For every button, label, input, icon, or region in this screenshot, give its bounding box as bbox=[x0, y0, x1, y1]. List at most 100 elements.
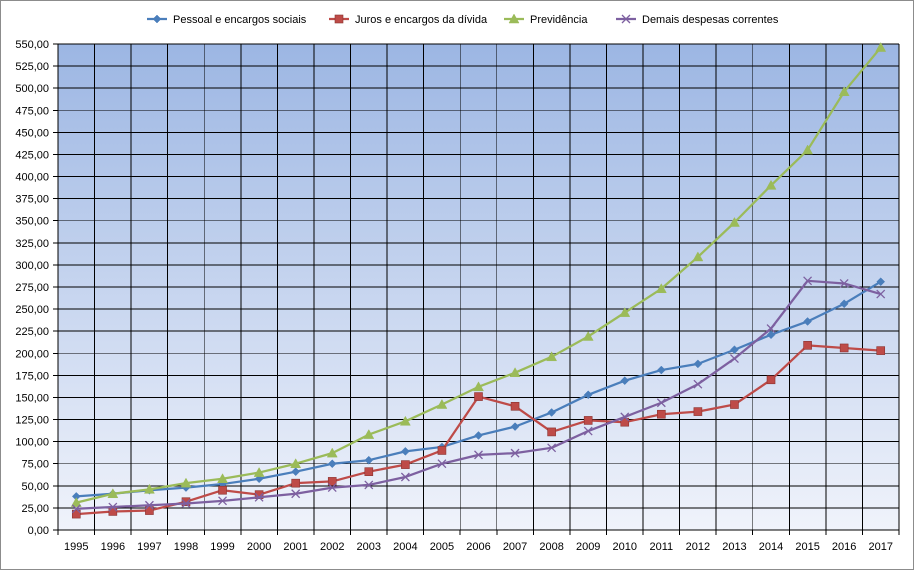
data-point bbox=[838, 86, 850, 96]
series-previdencia bbox=[70, 42, 887, 507]
legend-item-juros-e-encargos-da-divida: Juros e encargos da dívida bbox=[329, 14, 488, 26]
data-point bbox=[655, 283, 667, 294]
x-tick-label: 1995 bbox=[64, 541, 88, 553]
data-point bbox=[803, 276, 813, 286]
legend-label: Previdência bbox=[530, 14, 588, 26]
y-tick-label: 100,00 bbox=[15, 437, 49, 449]
legend-marker bbox=[508, 13, 520, 24]
series-layer bbox=[70, 42, 887, 519]
series-demais-despesas-correntes bbox=[71, 276, 886, 514]
data-point bbox=[143, 483, 155, 494]
x-tick-label: 2014 bbox=[759, 541, 783, 553]
data-point bbox=[254, 490, 264, 499]
y-tick-label: 50,00 bbox=[21, 481, 49, 493]
data-point bbox=[693, 407, 703, 416]
data-point bbox=[875, 42, 887, 52]
legend: Pessoal e encargos sociais Juros e encarg… bbox=[147, 13, 779, 26]
y-axis: 0,00 25,00 50,00 75,00 100,00 125,00 150,00 175… bbox=[15, 39, 59, 537]
data-point bbox=[108, 507, 118, 516]
data-point bbox=[363, 429, 375, 439]
x-tick-label: 2003 bbox=[357, 541, 381, 553]
data-point bbox=[364, 467, 374, 476]
x-tick-label: 2012 bbox=[686, 541, 710, 553]
y-tick-label: 275,00 bbox=[15, 282, 49, 294]
y-tick-label: 150,00 bbox=[15, 392, 49, 404]
x-tick-label: 2017 bbox=[868, 541, 892, 553]
data-point bbox=[217, 473, 228, 483]
data-point bbox=[656, 365, 666, 375]
data-point bbox=[510, 422, 520, 431]
data-point bbox=[729, 216, 740, 227]
data-point bbox=[180, 477, 192, 488]
x-tick-label: 2015 bbox=[795, 541, 819, 553]
y-tick-label: 375,00 bbox=[15, 194, 49, 206]
x-tick-label: 2005 bbox=[430, 541, 454, 553]
y-tick-label: 300,00 bbox=[15, 260, 49, 272]
x-tick-label: 2010 bbox=[613, 541, 637, 553]
data-point bbox=[620, 417, 630, 427]
legend-marker bbox=[621, 14, 631, 24]
data-point bbox=[327, 459, 337, 469]
y-tick-label: 425,00 bbox=[15, 149, 49, 161]
data-point bbox=[657, 409, 666, 419]
data-point bbox=[364, 455, 374, 465]
y-tick-label: 350,00 bbox=[15, 216, 49, 228]
x-tick-label: 1996 bbox=[101, 541, 125, 553]
data-point bbox=[802, 144, 814, 155]
data-point bbox=[547, 408, 556, 417]
y-tick-label: 400,00 bbox=[15, 172, 49, 184]
data-point bbox=[546, 351, 558, 362]
data-point bbox=[509, 367, 521, 377]
legend-label: Juros e encargos da dívida bbox=[355, 14, 488, 26]
data-point bbox=[583, 426, 593, 436]
x-tick-label: 2016 bbox=[832, 541, 856, 553]
data-point bbox=[839, 299, 849, 309]
data-point bbox=[730, 400, 739, 409]
data-point bbox=[181, 497, 191, 507]
legend-label: Demais despesas correntes bbox=[642, 14, 779, 26]
data-point bbox=[144, 500, 154, 510]
data-point bbox=[583, 390, 593, 400]
data-point bbox=[765, 179, 777, 190]
data-point bbox=[474, 450, 483, 460]
data-point bbox=[766, 324, 776, 333]
y-tick-label: 25,00 bbox=[21, 503, 49, 515]
data-point bbox=[327, 483, 337, 493]
y-tick-label: 175,00 bbox=[15, 370, 49, 382]
x-tick-label: 2000 bbox=[247, 541, 271, 553]
x-tick-label: 2004 bbox=[393, 541, 417, 553]
data-point bbox=[876, 346, 886, 355]
data-point bbox=[436, 399, 448, 409]
data-point bbox=[876, 289, 886, 299]
x-tick-label: 1999 bbox=[210, 541, 234, 553]
data-point bbox=[729, 354, 739, 364]
y-tick-label: 225,00 bbox=[15, 326, 49, 338]
y-tick-label: 450,00 bbox=[15, 127, 49, 139]
legend-item-pessoal-e-encargos-sociais: Pessoal e encargos sociais bbox=[147, 14, 307, 26]
data-point bbox=[401, 460, 410, 469]
data-point bbox=[108, 502, 118, 512]
data-point bbox=[803, 317, 812, 326]
data-point bbox=[473, 381, 484, 392]
data-point bbox=[839, 343, 849, 353]
x-axis: 1995 1996 1997 1998 1999 2000 2001 2002 2003 2004… bbox=[57, 529, 900, 553]
legend-label: Pessoal e encargos sociais bbox=[173, 14, 307, 26]
x-tick-label: 2013 bbox=[722, 541, 746, 553]
legend-item-previdencia: Previdência bbox=[504, 13, 588, 26]
x-tick-label: 2008 bbox=[539, 541, 563, 553]
y-tick-label: 550,00 bbox=[15, 39, 49, 51]
data-point bbox=[71, 504, 81, 514]
data-point bbox=[766, 375, 776, 385]
y-tick-label: 75,00 bbox=[21, 459, 49, 471]
data-point bbox=[181, 499, 191, 508]
data-point bbox=[510, 448, 520, 458]
data-point bbox=[401, 447, 410, 456]
x-tick-label: 2007 bbox=[503, 541, 527, 553]
y-tick-label: 125,00 bbox=[15, 415, 49, 427]
x-tick-label: 1998 bbox=[174, 541, 198, 553]
data-point bbox=[839, 279, 849, 288]
data-point bbox=[145, 506, 154, 515]
data-point bbox=[730, 345, 739, 355]
data-point bbox=[290, 458, 302, 468]
